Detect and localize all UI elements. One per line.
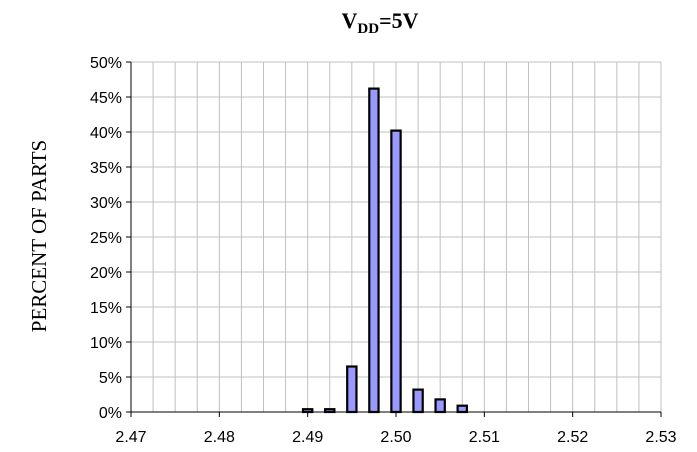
chart-title-main: V (342, 8, 358, 33)
bar (368, 87, 380, 414)
bar (346, 365, 358, 414)
y-tick-label: 5% (99, 370, 122, 387)
x-tick-label: 2.49 (292, 429, 323, 446)
x-tick-label: 2.51 (469, 429, 500, 446)
bar (434, 398, 446, 414)
y-tick-label: 40% (90, 125, 122, 142)
y-axis-label: PERCENT OF PARTS (27, 140, 51, 332)
bar (412, 388, 424, 414)
x-tick-label: 2.47 (115, 429, 146, 446)
y-tick-label: 20% (90, 265, 122, 282)
x-tick-label: 2.53 (645, 429, 676, 446)
y-tick-label: 35% (90, 160, 122, 177)
y-tick-label: 25% (90, 230, 122, 247)
chart-title-suffix: =5V (379, 8, 419, 33)
x-tick-label: 2.48 (204, 429, 235, 446)
x-tick-label: 2.50 (380, 429, 411, 446)
tick-labels: 0% 5% 10% 15% 20% 25% 30% 35% 40% 45% 50% 2.47 2.48 2… (90, 55, 677, 446)
x-tick-label: 2.52 (557, 429, 588, 446)
y-tick-label: 30% (90, 195, 122, 212)
chart-title-subscript: DD (357, 21, 379, 37)
bar (390, 129, 402, 414)
bar (456, 404, 468, 414)
bars (301, 87, 468, 414)
axes (126, 61, 662, 417)
y-tick-label: 10% (90, 335, 122, 352)
y-tick-label: 15% (90, 300, 122, 317)
chart-title: VDD=5V (342, 8, 419, 37)
y-tick-label: 50% (90, 55, 122, 72)
y-tick-label: 0% (99, 405, 122, 422)
y-tick-label: 45% (90, 90, 122, 107)
